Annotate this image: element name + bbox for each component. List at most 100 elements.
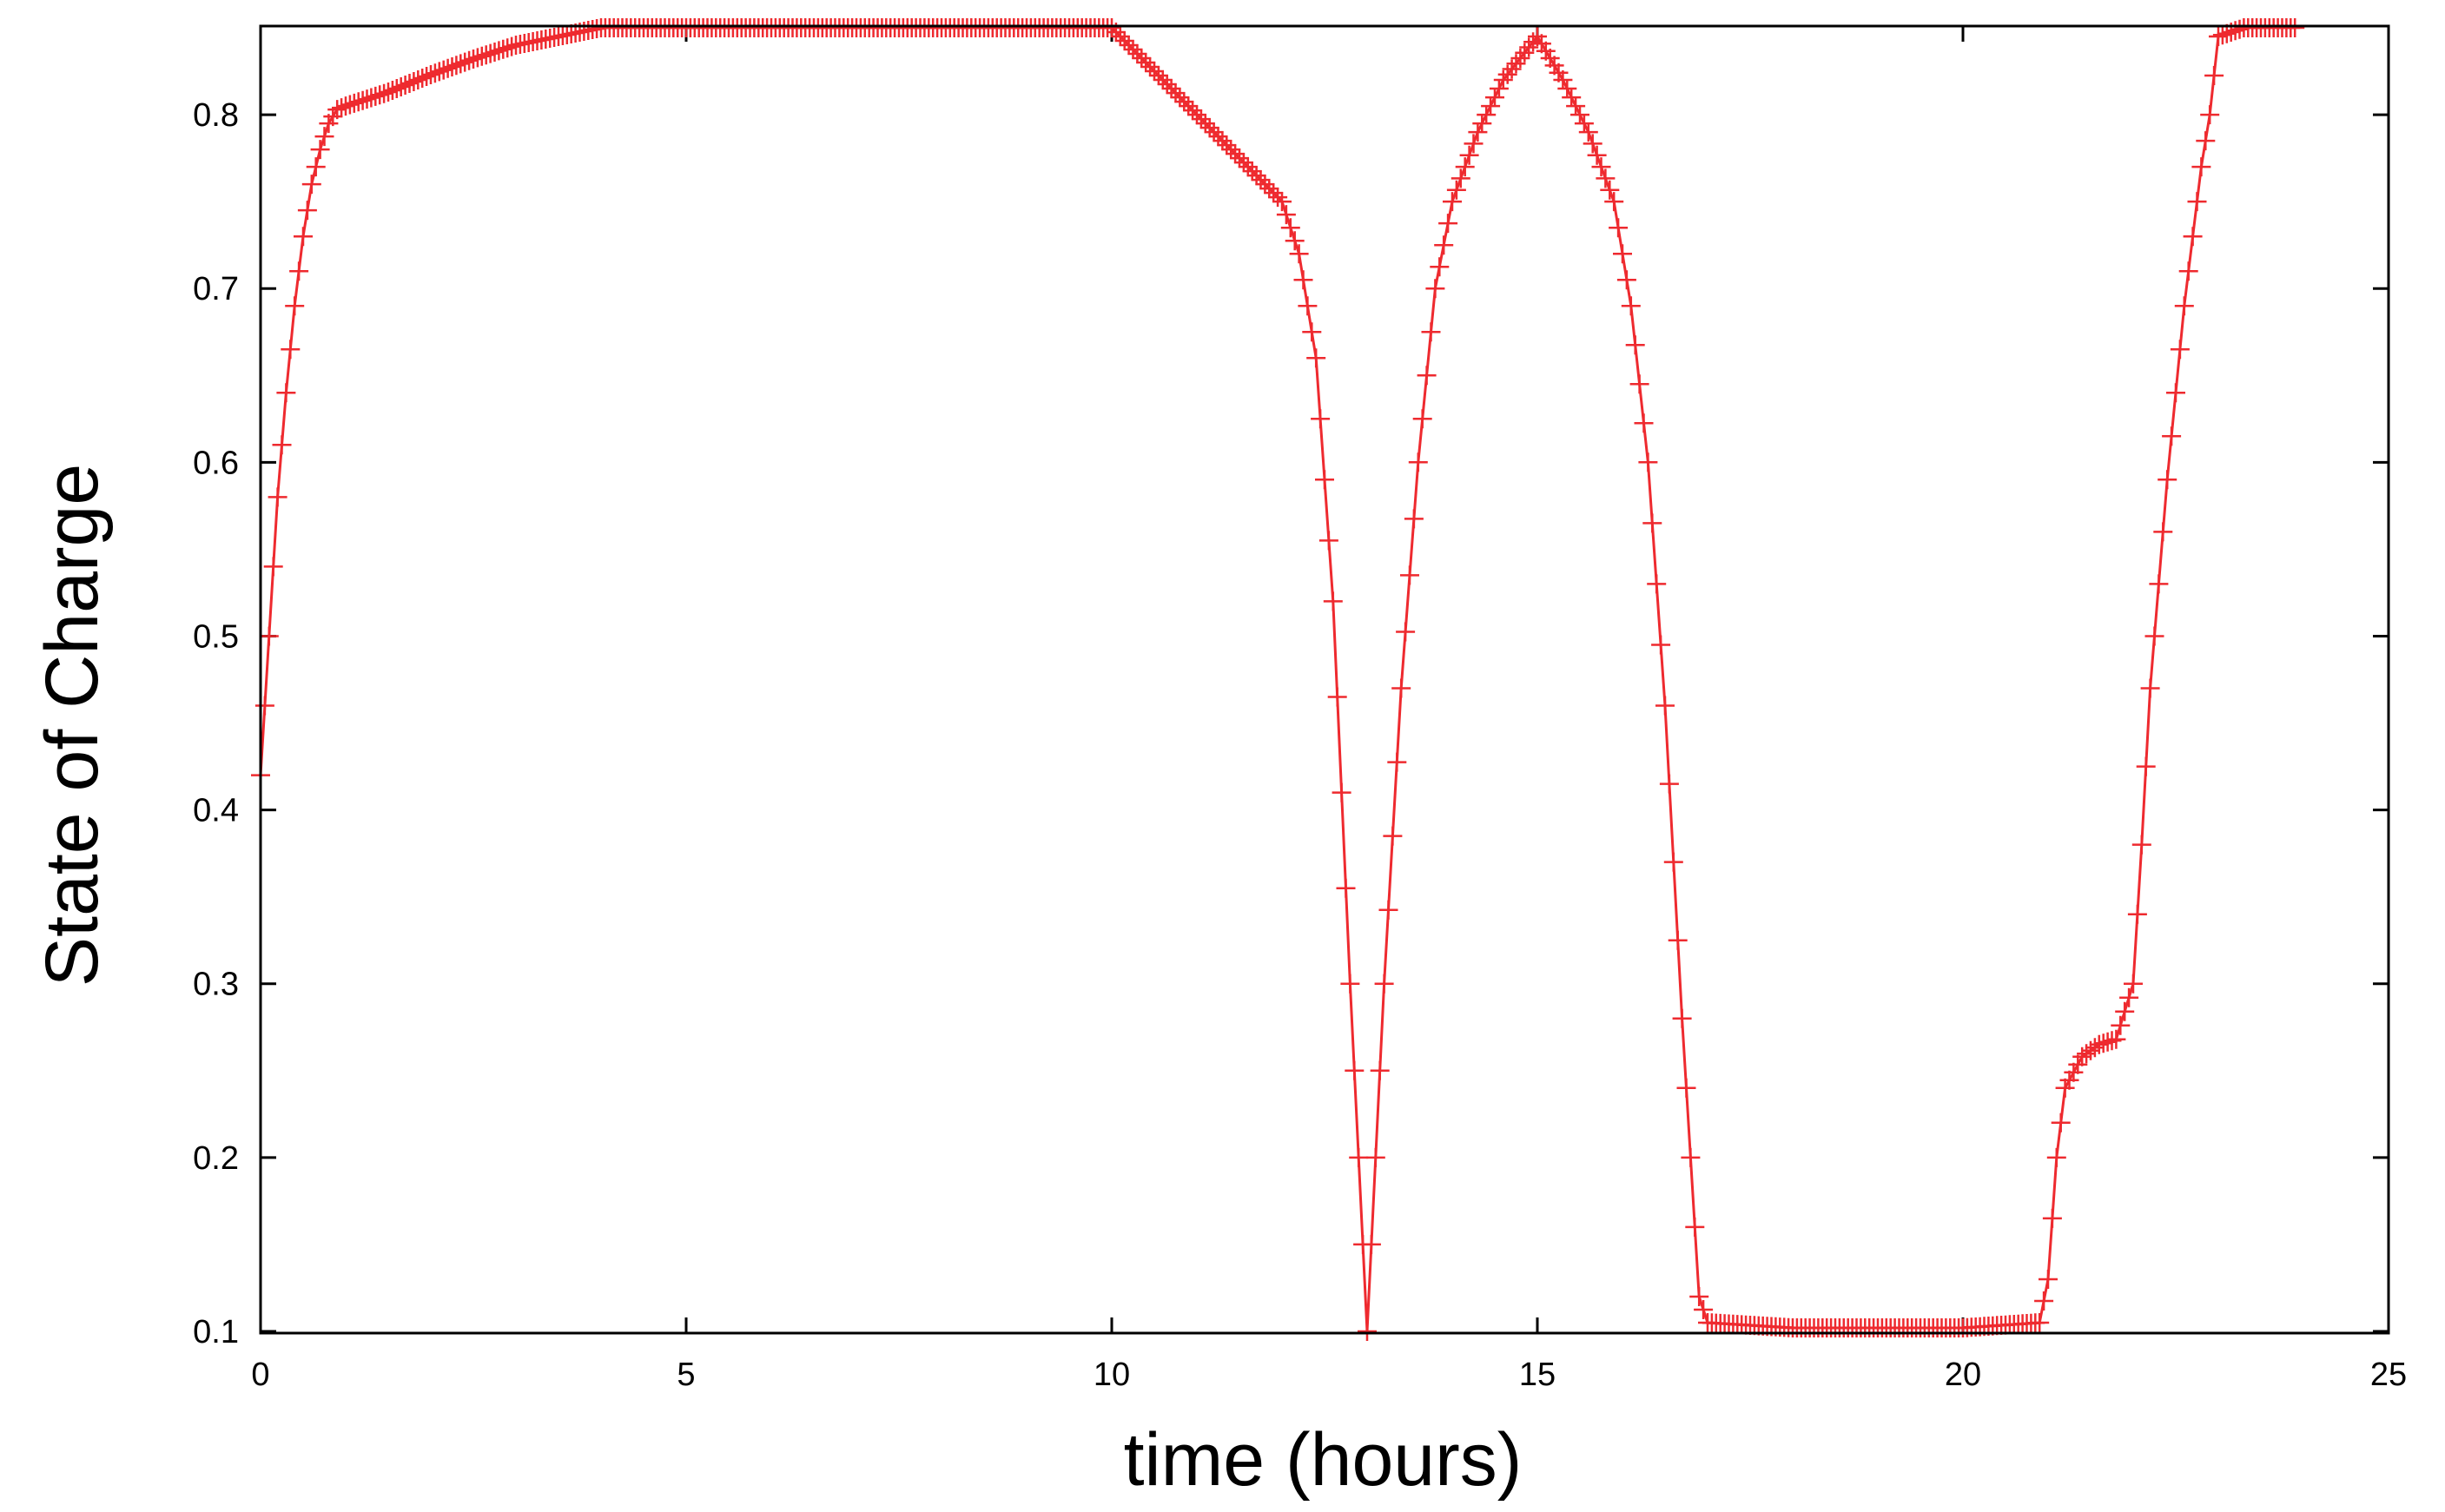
- data-point-marker: [1230, 149, 1249, 168]
- data-point-marker: [1562, 88, 1582, 108]
- data-point-marker: [2119, 987, 2139, 1007]
- data-point-marker: [1591, 157, 1611, 177]
- data-point-marker: [1613, 244, 1632, 264]
- data-point-marker: [438, 58, 458, 78]
- data-point-marker: [1349, 1147, 1369, 1167]
- data-point-marker: [1387, 752, 1407, 772]
- data-point-marker: [2106, 1029, 2126, 1049]
- y-tick-label: 0.1: [193, 1314, 239, 1350]
- data-point-marker: [1179, 96, 1199, 116]
- data-point-marker: [1174, 92, 1194, 112]
- data-point-marker: [2162, 426, 2182, 446]
- data-point-marker: [268, 487, 287, 507]
- data-point-marker: [1127, 44, 1147, 63]
- data-point-marker: [480, 43, 500, 63]
- data-point-marker: [2158, 470, 2177, 490]
- data-point-marker: [1425, 279, 1445, 299]
- data-point-marker: [254, 696, 274, 716]
- data-point-marker: [344, 93, 364, 113]
- data-point-marker: [1408, 452, 1428, 472]
- data-point-marker: [1417, 366, 1437, 386]
- y-tick-label: 0.5: [193, 618, 239, 655]
- data-point-marker: [2170, 340, 2190, 360]
- y-tick-label: 0.4: [193, 793, 239, 829]
- data-point-marker: [400, 74, 420, 93]
- data-point-marker: [404, 72, 424, 91]
- data-point-marker: [2212, 25, 2232, 45]
- data-point-marker: [2187, 192, 2207, 212]
- data-point-marker: [2064, 1062, 2084, 1082]
- data-point-marker: [1217, 135, 1237, 155]
- data-point-marker: [1472, 114, 1492, 134]
- data-point-marker: [2131, 835, 2151, 855]
- data-point-marker: [1191, 109, 1211, 129]
- data-point-marker: [276, 383, 296, 403]
- data-point-marker: [1587, 145, 1607, 165]
- data-point-marker: [327, 100, 347, 120]
- data-point-marker: [366, 86, 386, 106]
- data-point-marker: [1183, 101, 1203, 121]
- data-point-marker: [382, 81, 402, 100]
- data-point-marker: [361, 88, 381, 108]
- data-point-marker: [2030, 1313, 2050, 1332]
- data-point-marker: [429, 62, 449, 82]
- y-tick-label: 0.8: [193, 97, 239, 134]
- data-point-marker: [476, 45, 496, 65]
- data-point-marker: [451, 54, 471, 74]
- data-point-marker: [1246, 166, 1266, 186]
- data-point-marker: [1233, 153, 1253, 173]
- data-point-marker: [1336, 878, 1356, 898]
- data-point-marker: [2039, 1270, 2058, 1289]
- data-point-marker: [2209, 27, 2228, 46]
- data-point-marker: [1621, 296, 1641, 316]
- data-point-marker: [2093, 1033, 2113, 1053]
- data-point-marker: [1438, 214, 1458, 234]
- data-point-marker: [493, 39, 513, 59]
- data-point-marker: [1345, 1060, 1365, 1080]
- data-point-marker: [1663, 852, 1683, 872]
- data-point-marker: [1370, 1060, 1390, 1080]
- data-point-marker: [297, 201, 317, 221]
- data-point-marker: [1455, 157, 1475, 177]
- data-point-marker: [446, 56, 466, 76]
- data-point-marker: [1396, 622, 1416, 642]
- data-point-marker: [1276, 205, 1296, 225]
- data-point-marker: [395, 76, 415, 95]
- data-point-marker: [1332, 782, 1351, 802]
- x-tick-label: 10: [1094, 1357, 1130, 1393]
- x-tick-label: 0: [251, 1357, 269, 1393]
- data-point-marker: [1421, 322, 1441, 342]
- data-point-marker: [357, 89, 377, 109]
- data-point-marker: [2042, 1208, 2062, 1228]
- data-point-marker: [2174, 296, 2194, 316]
- data-point-marker: [1434, 235, 1454, 255]
- data-point-marker: [1280, 218, 1300, 238]
- data-point-marker: [1114, 31, 1134, 50]
- data-point-marker: [1578, 122, 1598, 142]
- data-point-marker: [1400, 565, 1419, 585]
- data-point-marker: [379, 83, 398, 102]
- data-point-marker: [1570, 105, 1589, 125]
- data-point-marker: [2124, 974, 2143, 994]
- data-point-marker: [2285, 18, 2305, 37]
- data-point-marker: [1110, 27, 1130, 46]
- data-point-marker: [2225, 21, 2245, 41]
- data-point-marker: [1318, 531, 1338, 551]
- data-point-marker: [1477, 105, 1497, 125]
- data-point-marker: [1459, 145, 1479, 165]
- data-point-marker: [2034, 1291, 2054, 1311]
- data-point-marker: [455, 52, 475, 72]
- plot-frame: [259, 24, 2390, 1335]
- data-point-marker: [1383, 826, 1403, 846]
- data-point-marker: [1634, 413, 1654, 433]
- data-point-marker: [1315, 470, 1334, 490]
- data-point-marker: [1412, 409, 1432, 429]
- data-point-marker: [1391, 678, 1411, 698]
- x-tick-label: 15: [1519, 1357, 1556, 1393]
- data-point-marker: [1574, 114, 1594, 134]
- data-point-marker: [1566, 96, 1586, 116]
- data-point-marker: [1450, 168, 1470, 188]
- data-point-marker: [464, 50, 483, 69]
- data-point-marker: [353, 90, 373, 110]
